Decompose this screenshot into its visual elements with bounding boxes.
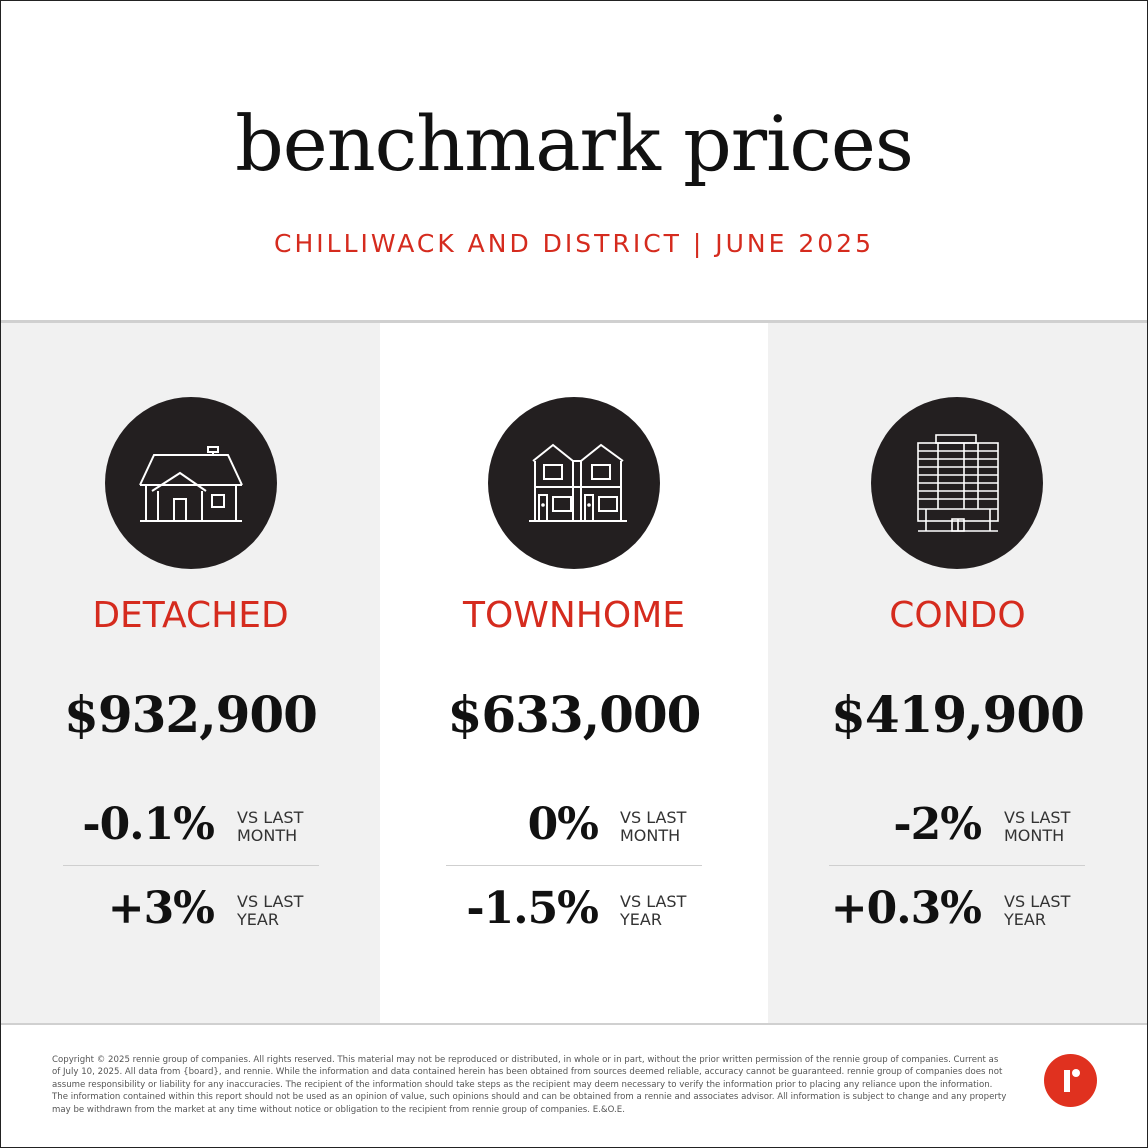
property-type-label: CONDO xyxy=(889,595,1026,636)
stat-divider xyxy=(63,865,319,866)
year-change: -1.5% VS LAST YEAR xyxy=(380,883,768,943)
townhome-icon xyxy=(529,443,627,522)
vs-last-text: VS LAST xyxy=(237,892,304,911)
vs-last-text: VS LAST xyxy=(620,892,687,911)
panel-condo: CONDO $419,900 -2% VS LAST MONTH +0.3% V… xyxy=(768,323,1147,1023)
page-title: benchmark prices xyxy=(235,99,914,188)
year-change-label: VS LAST YEAR xyxy=(1004,893,1104,929)
year-change-label: VS LAST YEAR xyxy=(620,893,720,929)
month-change-value: 0% xyxy=(527,799,599,850)
month-change-label: VS LAST MONTH xyxy=(1004,809,1104,845)
condo-building-icon xyxy=(917,434,999,532)
month-change: -2% VS LAST MONTH xyxy=(768,799,1147,859)
vs-last-text: VS LAST xyxy=(620,808,687,827)
vs-last-text: VS LAST xyxy=(1004,892,1071,911)
header-divider xyxy=(1,320,1147,323)
property-type-label: DETACHED xyxy=(92,595,289,636)
period-text: MONTH xyxy=(1004,826,1065,845)
benchmark-price: $633,000 xyxy=(447,685,702,744)
panel-detached: DETACHED $932,900 -0.1% VS LAST MONTH +3… xyxy=(1,323,380,1023)
month-change-label: VS LAST MONTH xyxy=(237,809,337,845)
vs-last-text: VS LAST xyxy=(237,808,304,827)
month-change-label: VS LAST MONTH xyxy=(620,809,720,845)
property-type-label: TOWNHOME xyxy=(462,595,686,636)
stat-divider xyxy=(446,865,702,866)
month-change-value: -0.1% xyxy=(82,799,215,850)
year-change-value: +0.3% xyxy=(830,883,982,934)
vs-last-text: VS LAST xyxy=(1004,808,1071,827)
period-text: YEAR xyxy=(620,910,662,929)
year-change-value: -1.5% xyxy=(466,883,599,934)
period-text: MONTH xyxy=(620,826,681,845)
benchmark-price: $932,900 xyxy=(64,685,318,744)
price-panels: DETACHED $932,900 -0.1% VS LAST MONTH +3… xyxy=(1,323,1147,1023)
header: benchmark prices CHILLIWACK AND DISTRICT… xyxy=(1,1,1147,320)
benchmark-price: $419,900 xyxy=(831,685,1085,744)
rennie-logo-icon xyxy=(1044,1054,1097,1107)
period-text: YEAR xyxy=(1004,910,1046,929)
year-change-value: +3% xyxy=(107,883,215,934)
townhome-icon-circle xyxy=(488,397,660,569)
period-text: MONTH xyxy=(237,826,298,845)
page-subtitle: CHILLIWACK AND DISTRICT | JUNE 2025 xyxy=(274,229,874,258)
month-change-value: -2% xyxy=(893,799,982,850)
month-change: 0% VS LAST MONTH xyxy=(380,799,768,859)
year-change: +3% VS LAST YEAR xyxy=(1,883,380,943)
footer-divider xyxy=(1,1023,1147,1025)
condo-icon-circle xyxy=(871,397,1043,569)
year-change: +0.3% VS LAST YEAR xyxy=(768,883,1147,943)
month-change: -0.1% VS LAST MONTH xyxy=(1,799,380,859)
detached-icon-circle xyxy=(105,397,277,569)
footer: Copyright © 2025 rennie group of compani… xyxy=(1,1025,1147,1147)
panel-townhome: TOWNHOME $633,000 0% VS LAST MONTH -1.5%… xyxy=(380,323,768,1023)
period-text: YEAR xyxy=(237,910,279,929)
copyright-disclaimer: Copyright © 2025 rennie group of compani… xyxy=(52,1055,1007,1115)
rennie-logo-mark xyxy=(1064,1069,1080,1092)
detached-house-icon xyxy=(139,446,243,522)
year-change-label: VS LAST YEAR xyxy=(237,893,337,929)
stat-divider xyxy=(829,865,1085,866)
